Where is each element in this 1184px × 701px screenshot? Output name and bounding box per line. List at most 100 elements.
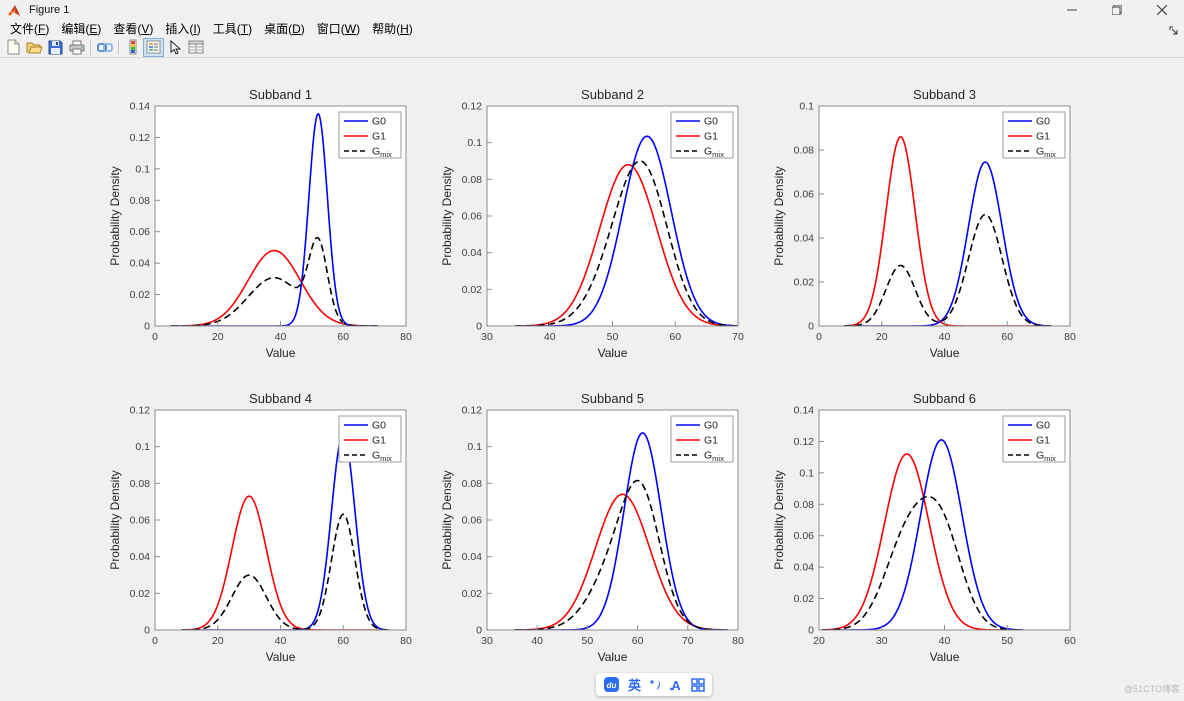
y-tick-label: 0 [476, 625, 482, 637]
g0-curve [844, 161, 1052, 326]
subplot-svg: 20 30 40 50 60 0 0.02 0.04 0.06 0.08 0.1 0.12 0.14 Su… [772, 391, 1076, 664]
y-tick-label: 0.04 [462, 247, 483, 259]
legend-box [1002, 111, 1066, 159]
print-figure-icon[interactable] [66, 38, 87, 57]
y-tick-label: 0.08 [794, 499, 815, 511]
x-tick-label: 80 [732, 635, 744, 647]
x-axis-label: Value [266, 346, 296, 360]
legend-label: G1 [1036, 435, 1050, 447]
svg-text:du: du [607, 681, 617, 690]
ime-toolbar: du 英 A [596, 673, 712, 696]
legend-box [670, 415, 734, 463]
subplot-title: Subband 5 [581, 391, 644, 406]
subplot-svg: 0 20 40 60 80 0 0.02 0.04 0.06 0.08 0.1 0.12 0.14 Sub… [108, 87, 412, 360]
toolbar-separator [118, 39, 119, 55]
open-file-icon[interactable] [24, 38, 45, 57]
g1-curve [515, 163, 738, 326]
x-tick-label: 50 [582, 635, 594, 647]
y-tick-label: 0.08 [462, 174, 483, 186]
menu-item-view[interactable]: 查看(V) [113, 22, 154, 36]
link-plot-icon[interactable] [94, 38, 115, 57]
y-tick-label: 0 [808, 321, 814, 333]
y-tick-label: 0.08 [462, 478, 483, 490]
menu-bar: 文件(F) 编辑(E) 查看(V) 插入(I) 工具(T) 桌面(D) 窗口(W) 帮助(H) [0, 20, 1184, 37]
y-tick-label: 0.04 [130, 258, 151, 270]
figure-canvas: 0 20 40 60 80 0 0.02 0.04 0.06 0.08 0.1 0.12 0.14 Sub… [0, 58, 1184, 701]
insert-colorbar-icon[interactable] [122, 38, 143, 57]
y-tick-label: 0.08 [130, 478, 151, 490]
subplot-title: Subband 4 [249, 391, 312, 406]
close-button[interactable] [1139, 0, 1184, 20]
menu-item-edit[interactable]: 编辑(E) [61, 22, 102, 36]
menu-item-window[interactable]: 窗口(W) [316, 22, 361, 36]
menu-item-help[interactable]: 帮助(H) [372, 22, 413, 36]
subplot-svg: 0 20 40 60 80 0 0.02 0.04 0.06 0.08 0.1 0.12 Subband… [108, 391, 412, 664]
g1-curve [844, 135, 1052, 326]
y-tick-label: 0.04 [462, 551, 483, 563]
legend-label: G0 [1036, 116, 1050, 128]
menu-item-desktop[interactable]: 桌面(D) [264, 22, 305, 36]
toolbar-separator [90, 39, 91, 55]
x-axis-label: Value [598, 650, 628, 664]
subplot-svg: 30 40 50 60 70 0 0.02 0.04 0.06 0.08 0.1 0.12 Subban… [440, 87, 744, 360]
minimize-button[interactable] [1049, 0, 1094, 20]
new-figure-icon[interactable] [3, 38, 24, 57]
y-tick-label: 0.02 [130, 289, 151, 301]
y-tick-label: 0.1 [799, 467, 814, 479]
x-axis-label: Value [266, 650, 296, 664]
ime-language-toggle[interactable]: 英 [627, 678, 641, 693]
subplot-subband-2: 30 40 50 60 70 0 0.02 0.04 0.06 0.08 0.1 0.12 Subban… [436, 85, 756, 381]
legend-label: G0 [372, 116, 386, 128]
legend-label: G0 [704, 116, 718, 128]
menu-item-tools[interactable]: 工具(T) [212, 22, 253, 36]
subplot-title: Subband 3 [913, 87, 976, 102]
x-tick-label: 30 [876, 635, 888, 647]
dock-figure-icon[interactable] [1169, 22, 1178, 40]
subplot-title: Subband 2 [581, 87, 644, 102]
restore-button[interactable] [1094, 0, 1139, 20]
y-axis-label: Probability Density [108, 166, 122, 265]
y-tick-label: 0.06 [130, 226, 151, 238]
y-tick-label: 0.14 [130, 101, 151, 113]
y-axis-label: Probability Density [108, 470, 122, 569]
x-tick-label: 60 [632, 635, 644, 647]
x-tick-label: 40 [531, 635, 543, 647]
y-tick-label: 0.06 [794, 530, 815, 542]
menu-item-insert[interactable]: 插入(I) [165, 22, 201, 36]
x-tick-label: 40 [544, 331, 556, 343]
y-tick-label: 0.04 [794, 233, 815, 245]
legend-box [338, 415, 402, 463]
y-tick-label: 0.12 [462, 101, 483, 113]
y-axis-label: Probability Density [772, 470, 786, 569]
x-tick-label: 60 [1001, 331, 1013, 343]
insert-legend-icon[interactable] [143, 37, 164, 57]
x-tick-label: 20 [212, 331, 224, 343]
menu-item-file[interactable]: 文件(F) [10, 22, 50, 36]
y-tick-label: 0 [476, 321, 482, 333]
ime-punctuation-icon[interactable] [649, 678, 661, 692]
g0-curve [170, 113, 378, 326]
x-tick-label: 30 [481, 331, 493, 343]
legend-label: G1 [704, 435, 718, 447]
y-tick-label: 0 [144, 321, 150, 333]
ime-menu-grid-icon[interactable] [691, 677, 705, 692]
save-figure-icon[interactable] [45, 38, 66, 57]
y-tick-label: 0.02 [794, 593, 815, 605]
y-tick-label: 0.08 [130, 195, 151, 207]
property-inspector-icon[interactable] [185, 38, 206, 57]
legend-label: G1 [704, 131, 718, 143]
x-tick-label: 80 [400, 635, 412, 647]
ime-skin-icon[interactable]: A [669, 678, 683, 692]
curves [844, 135, 1052, 326]
x-tick-label: 40 [939, 635, 951, 647]
baidu-ime-logo-icon[interactable]: du [603, 676, 620, 693]
x-tick-label: 60 [669, 331, 681, 343]
subplot-svg: 30 40 50 60 70 80 0 0.02 0.04 0.06 0.08 0.1 0.12 Subb… [440, 391, 744, 664]
y-tick-label: 0.02 [462, 588, 483, 600]
edit-plot-icon[interactable] [164, 38, 185, 57]
y-tick-label: 0.12 [130, 132, 151, 144]
gmix-curve [844, 213, 1052, 326]
